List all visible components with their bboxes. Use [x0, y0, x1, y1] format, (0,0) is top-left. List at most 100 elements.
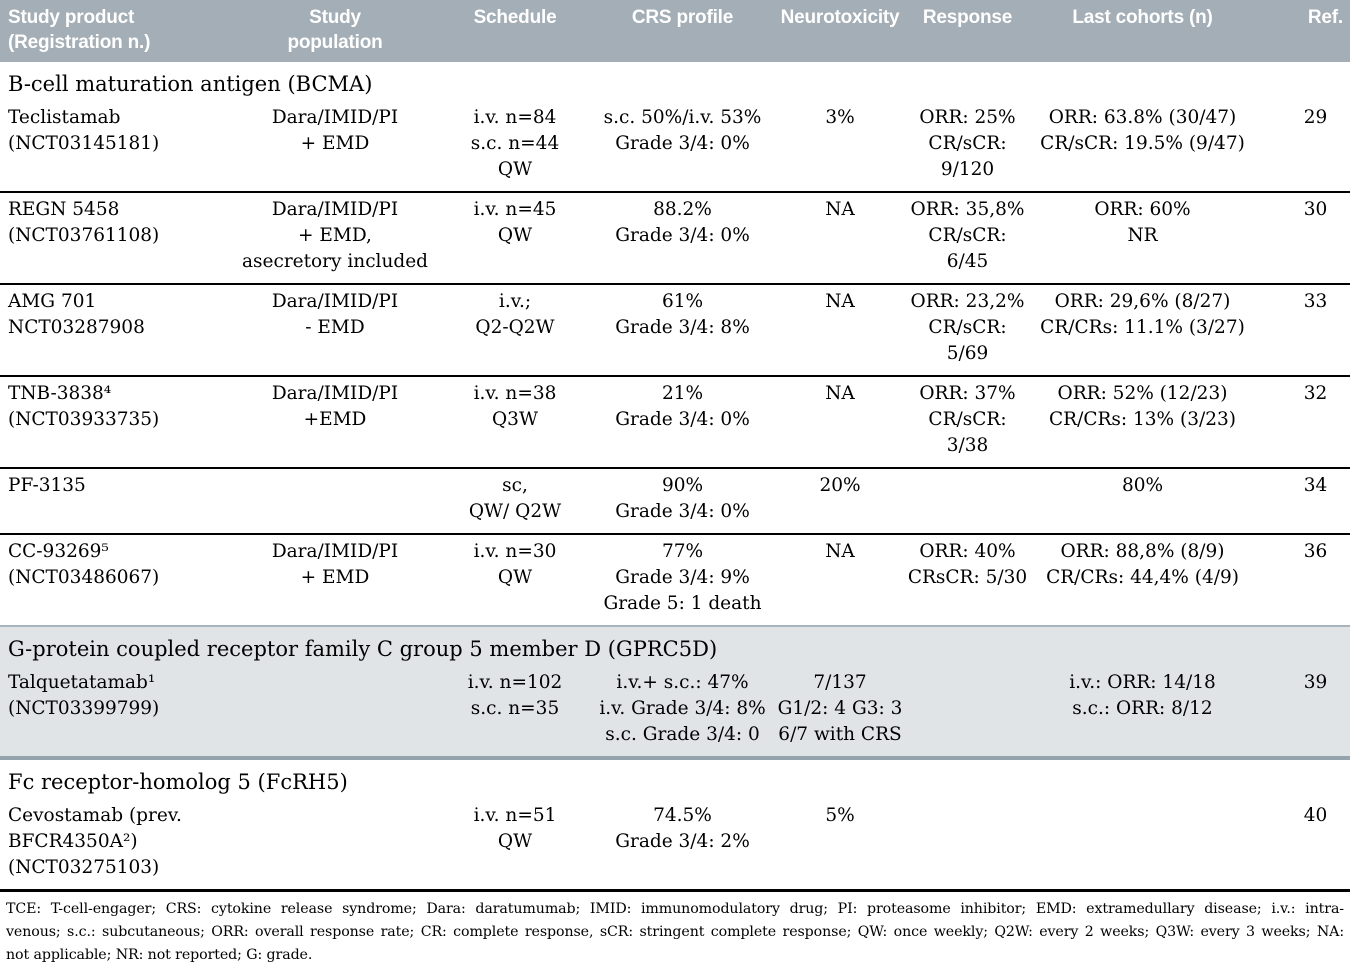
cell-population — [230, 799, 440, 891]
column-header-population: Study population — [230, 0, 440, 62]
cell-line: NA — [825, 383, 855, 404]
table-row: CC-93269⁵ (NCT03486067) Dara/IMID/PI + EMD i… — [0, 534, 1350, 626]
cell-line: s.c. n=35 — [470, 698, 560, 719]
cell-line: 21% — [661, 383, 704, 404]
cell-crs: i.v.+ s.c.: 47% i.v. Grade 3/4: 8% s.c. Gr… — [590, 666, 775, 758]
cell-schedule: i.v. n=84 s.c. n=44 QW — [440, 101, 590, 192]
column-header-crs: CRS profile — [590, 0, 775, 62]
cell-line: CRsCR: 5/30 — [907, 567, 1028, 588]
cell-line: CR/CRs: 13% (3/23) — [1049, 409, 1236, 430]
cell-product: Talquetatamab¹ (NCT03399799) — [0, 666, 230, 758]
column-header-product: Study product (Registration n.) — [0, 0, 230, 62]
cell-last_cohorts: ORR: 52% (12/23) CR/CRs: 13% (3/23) — [1030, 376, 1255, 468]
cell-line: QW — [497, 831, 533, 852]
cell-neurotoxicity: 20% — [775, 468, 905, 534]
cell-line: Grade 3/4: 0% — [615, 225, 750, 246]
cell-ref: 30 — [1255, 192, 1350, 284]
cell-ref: 36 — [1255, 534, 1350, 626]
cell-line: AMG 701 — [8, 291, 97, 312]
cell-line: asecretory included — [241, 251, 429, 272]
cell-line: i.v. n=102 — [467, 672, 563, 693]
cell-response — [905, 468, 1030, 534]
cell-line: QW — [497, 567, 533, 588]
column-header-line: (Registration n.) — [8, 32, 151, 53]
cell-response: ORR: 37% CR/sCR: 3/38 — [905, 376, 1030, 468]
cell-line: (NCT03486067) — [8, 567, 160, 588]
table-row: TNB-3838⁴ (NCT03933735) Dara/IMID/PI +EMD i.… — [0, 376, 1350, 468]
cell-line: 5% — [825, 805, 855, 826]
cell-line: ORR: 63.8% (30/47) — [1048, 107, 1237, 128]
cell-line: ORR: 35,8% — [910, 199, 1025, 220]
cell-ref: 29 — [1255, 101, 1350, 192]
table-row: REGN 5458 (NCT03761108) Dara/IMID/PI + EMD,… — [0, 192, 1350, 284]
cell-line: i.v. n=45 — [473, 199, 557, 220]
cell-line: 77% — [661, 541, 704, 562]
column-header-schedule: Schedule — [440, 0, 590, 62]
cell-line: i.v.; — [498, 291, 532, 312]
cell-line: REGN 5458 — [8, 199, 120, 220]
cell-line: Cevostamab (prev. BFCR4350A²) — [8, 805, 182, 852]
cell-line: TNB-3838⁴ — [8, 383, 112, 404]
cell-line: QW/ Q2W — [468, 501, 562, 522]
cell-line: 33 — [1303, 291, 1328, 312]
cell-product: TNB-3838⁴ (NCT03933735) — [0, 376, 230, 468]
cell-line: 39 — [1303, 672, 1328, 693]
cell-crs: 74.5% Grade 3/4: 2% — [590, 799, 775, 891]
cell-line: 88.2% — [653, 199, 712, 220]
cell-line: ORR: 60% — [1094, 199, 1191, 220]
column-header-line: Study product — [8, 7, 135, 28]
cell-line: Dara/IMID/PI — [271, 383, 399, 404]
section-title: B-cell maturation antigen (BCMA) — [8, 72, 373, 96]
cell-neurotoxicity: NA — [775, 376, 905, 468]
cell-line: NA — [825, 541, 855, 562]
column-header-line: Response — [922, 7, 1013, 28]
cell-last_cohorts: i.v.: ORR: 14/18 s.c.: ORR: 8/12 — [1030, 666, 1255, 758]
cell-crs: s.c. 50%/i.v. 53% Grade 3/4: 0% — [590, 101, 775, 192]
cell-schedule: i.v. n=51 QW — [440, 799, 590, 891]
cell-response — [905, 666, 1030, 758]
cell-product: AMG 701 NCT03287908 — [0, 284, 230, 376]
cell-population: Dara/IMID/PI + EMD — [230, 101, 440, 192]
cell-line: NR — [1127, 225, 1158, 246]
cell-population: Dara/IMID/PI +EMD — [230, 376, 440, 468]
cell-line: sc, — [502, 475, 528, 496]
cell-line: - EMD — [305, 317, 365, 338]
footnote-line: not applicable; NR: not reported; G: gra… — [6, 947, 313, 963]
cell-line: ORR: 23,2% — [910, 291, 1025, 312]
cell-line: s.c. n=44 — [470, 133, 560, 154]
cell-ref: 32 — [1255, 376, 1350, 468]
cell-line: 61% — [661, 291, 704, 312]
cell-line: QW — [497, 159, 533, 180]
header-row: Study product (Registration n.) Study popul… — [0, 0, 1350, 62]
section-header-row: Fc receptor-homolog 5 (FcRH5) — [0, 758, 1350, 799]
cell-line: Q3W — [492, 409, 538, 430]
cell-line: 29 — [1303, 107, 1328, 128]
table-row: PF-3135 sc, QW/ Q2W 90% Grade 3/4: 0% 20% 80% 3… — [0, 468, 1350, 534]
cell-line: Talquetatamab¹ — [8, 672, 156, 693]
cell-schedule: i.v. n=30 QW — [440, 534, 590, 626]
cell-neurotoxicity: 3% — [775, 101, 905, 192]
table-section: G-protein coupled receptor family C grou… — [0, 626, 1350, 758]
cell-line: + EMD — [300, 133, 370, 154]
cell-response — [905, 799, 1030, 891]
column-header-neurotoxicity: Neurotoxicity — [775, 0, 905, 62]
cell-response: ORR: 23,2% CR/sCR: 5/69 — [905, 284, 1030, 376]
table-section: Fc receptor-homolog 5 (FcRH5) Cevostamab … — [0, 758, 1350, 891]
cell-line: i.v. n=84 — [473, 107, 557, 128]
cell-population: Dara/IMID/PI - EMD — [230, 284, 440, 376]
column-header-line: Neurotoxicity — [780, 7, 900, 28]
cell-line: CC-93269⁵ — [8, 541, 109, 562]
cell-line: ORR: 52% (12/23) — [1057, 383, 1228, 404]
cell-line: 32 — [1303, 383, 1328, 404]
table-row: Talquetatamab¹ (NCT03399799) i.v. n=102 s.c… — [0, 666, 1350, 758]
cell-neurotoxicity: 7/137 G1/2: 4 G3: 3 6/7 with CRS — [775, 666, 905, 758]
cell-line: 3% — [825, 107, 855, 128]
column-header-line: population — [287, 32, 383, 53]
cell-schedule: i.v. n=102 s.c. n=35 — [440, 666, 590, 758]
cell-line: Dara/IMID/PI — [271, 199, 399, 220]
cell-line: + EMD — [300, 567, 370, 588]
cell-line: 20% — [819, 475, 861, 496]
cell-line: +EMD — [303, 409, 367, 430]
cell-line: Grade 3/4: 2% — [615, 831, 750, 852]
cell-line: Grade 3/4: 8% — [615, 317, 750, 338]
